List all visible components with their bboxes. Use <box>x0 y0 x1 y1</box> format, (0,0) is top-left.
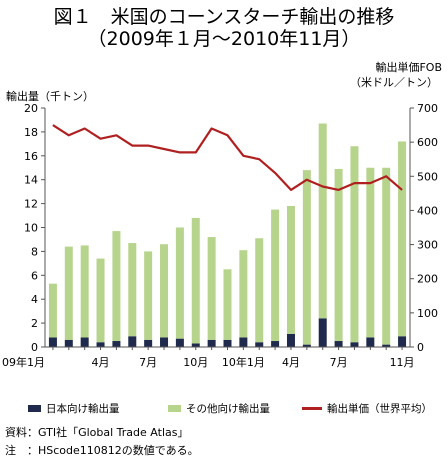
bar-other <box>350 146 359 343</box>
bar-other <box>128 243 137 337</box>
x-tick-label: 4月 <box>282 356 300 369</box>
y-tick-label-left: 20 <box>24 102 38 115</box>
x-tick-label: 10月 <box>183 356 208 369</box>
bar-japan <box>175 338 184 347</box>
bar-japan <box>144 339 153 347</box>
bar-other <box>96 258 105 343</box>
y-tick-label-left: 18 <box>24 126 38 139</box>
source-note: 資料：GTI社「Global Trade Atlas」 <box>5 426 189 439</box>
bar-other <box>64 246 73 340</box>
legend-item-price: 輸出単価（世界平均） <box>302 401 432 416</box>
right-axis-unit-sub: （米ドル／トン） <box>350 76 438 89</box>
bars-layer <box>48 123 407 347</box>
bar-japan <box>160 337 169 347</box>
bar-other <box>175 227 184 339</box>
y-tick-label-left: 2 <box>31 317 38 330</box>
y-tick-label-left: 10 <box>24 222 38 235</box>
axes-layer: 0246810121416182001002003004005006007000… <box>2 102 438 369</box>
legend-label-japan: 日本向け輸出量 <box>46 403 120 415</box>
bar-japan <box>80 337 89 347</box>
y-tick-label-left: 12 <box>24 198 38 211</box>
bar-japan <box>286 333 295 347</box>
y-tick-label-right: 200 <box>417 273 438 286</box>
y-tick-label-right: 400 <box>417 204 438 217</box>
bar-other <box>223 269 232 340</box>
price-line <box>52 124 403 191</box>
legend-label-price: 輸出単価（世界平均） <box>327 403 432 415</box>
chart-subtitle: （2009年１月～2010年11月） <box>87 28 361 50</box>
legend-item-other: その他向け輸出量 <box>168 401 270 416</box>
bar-other <box>207 237 216 340</box>
y-tick-label-left: 6 <box>31 269 38 282</box>
bar-other <box>48 283 57 338</box>
footnote: 注 ：HScode110812の数値である。 <box>5 444 199 457</box>
bar-japan <box>128 336 137 347</box>
legend-swatch-price <box>302 407 322 410</box>
y-tick-label-left: 8 <box>31 245 38 258</box>
bar-japan <box>398 336 407 347</box>
legend-item-japan: 日本向け輸出量 <box>28 401 120 416</box>
bar-other <box>112 231 121 342</box>
bar-japan <box>191 343 200 347</box>
bar-japan <box>334 341 343 347</box>
y-tick-label-left: 4 <box>31 293 38 306</box>
bar-japan <box>318 318 327 347</box>
bar-japan <box>64 339 73 347</box>
y-tick-label-right: 0 <box>417 341 424 354</box>
bar-japan <box>96 342 105 347</box>
bar-other <box>271 209 280 342</box>
legend: 日本向け輸出量 その他向け輸出量 輸出単価（世界平均） <box>0 401 448 417</box>
bar-other <box>318 123 327 319</box>
bar-other <box>366 167 375 338</box>
y-tick-label-right: 700 <box>417 102 438 115</box>
bar-japan <box>48 337 57 347</box>
bar-japan <box>271 341 280 347</box>
x-tick-label: 7月 <box>330 356 348 369</box>
y-tick-label-left: 0 <box>31 341 38 354</box>
y-tick-label-right: 100 <box>417 307 438 320</box>
bar-other <box>334 168 343 342</box>
left-axis-unit: 輸出量（千トン） <box>6 90 94 103</box>
x-tick-label: 11月 <box>390 356 415 369</box>
x-tick-label: 7月 <box>139 356 157 369</box>
bar-other <box>255 238 264 343</box>
bar-japan <box>239 337 248 347</box>
right-axis-unit: 輸出単価FOB <box>375 61 442 74</box>
y-tick-label-right: 300 <box>417 239 438 252</box>
bar-other <box>144 251 153 340</box>
bar-japan <box>382 344 391 347</box>
bar-other <box>398 141 407 337</box>
bar-other <box>191 217 200 344</box>
bar-japan <box>112 341 121 347</box>
bar-other <box>239 250 248 338</box>
bar-other <box>382 167 391 345</box>
chart-canvas: 0246810121416182001002003004005006007000… <box>2 102 438 369</box>
legend-label-other: その他向け輸出量 <box>186 403 270 415</box>
chart-title: 図１ 米国のコーンスターチ輸出の推移 <box>53 6 395 28</box>
y-tick-label-left: 16 <box>24 150 38 163</box>
bar-japan <box>207 339 216 347</box>
bar-other <box>80 245 89 338</box>
y-tick-label-right: 600 <box>417 136 438 149</box>
bar-other <box>302 170 311 345</box>
bar-japan <box>302 344 311 347</box>
bar-japan <box>255 342 264 347</box>
x-tick-label: 10年1月 <box>222 355 265 369</box>
legend-swatch-other <box>168 405 181 412</box>
bar-other <box>286 205 295 334</box>
bar-other <box>160 244 169 338</box>
y-tick-label-left: 14 <box>24 174 38 187</box>
price-line-layer <box>52 124 403 191</box>
bar-japan <box>350 342 359 347</box>
y-tick-label-right: 500 <box>417 170 438 183</box>
bar-japan <box>366 337 375 347</box>
x-tick-label: 4月 <box>92 356 110 369</box>
x-tick-label: 09年1月 <box>2 355 45 369</box>
legend-swatch-japan <box>28 405 41 412</box>
bar-japan <box>223 339 232 347</box>
